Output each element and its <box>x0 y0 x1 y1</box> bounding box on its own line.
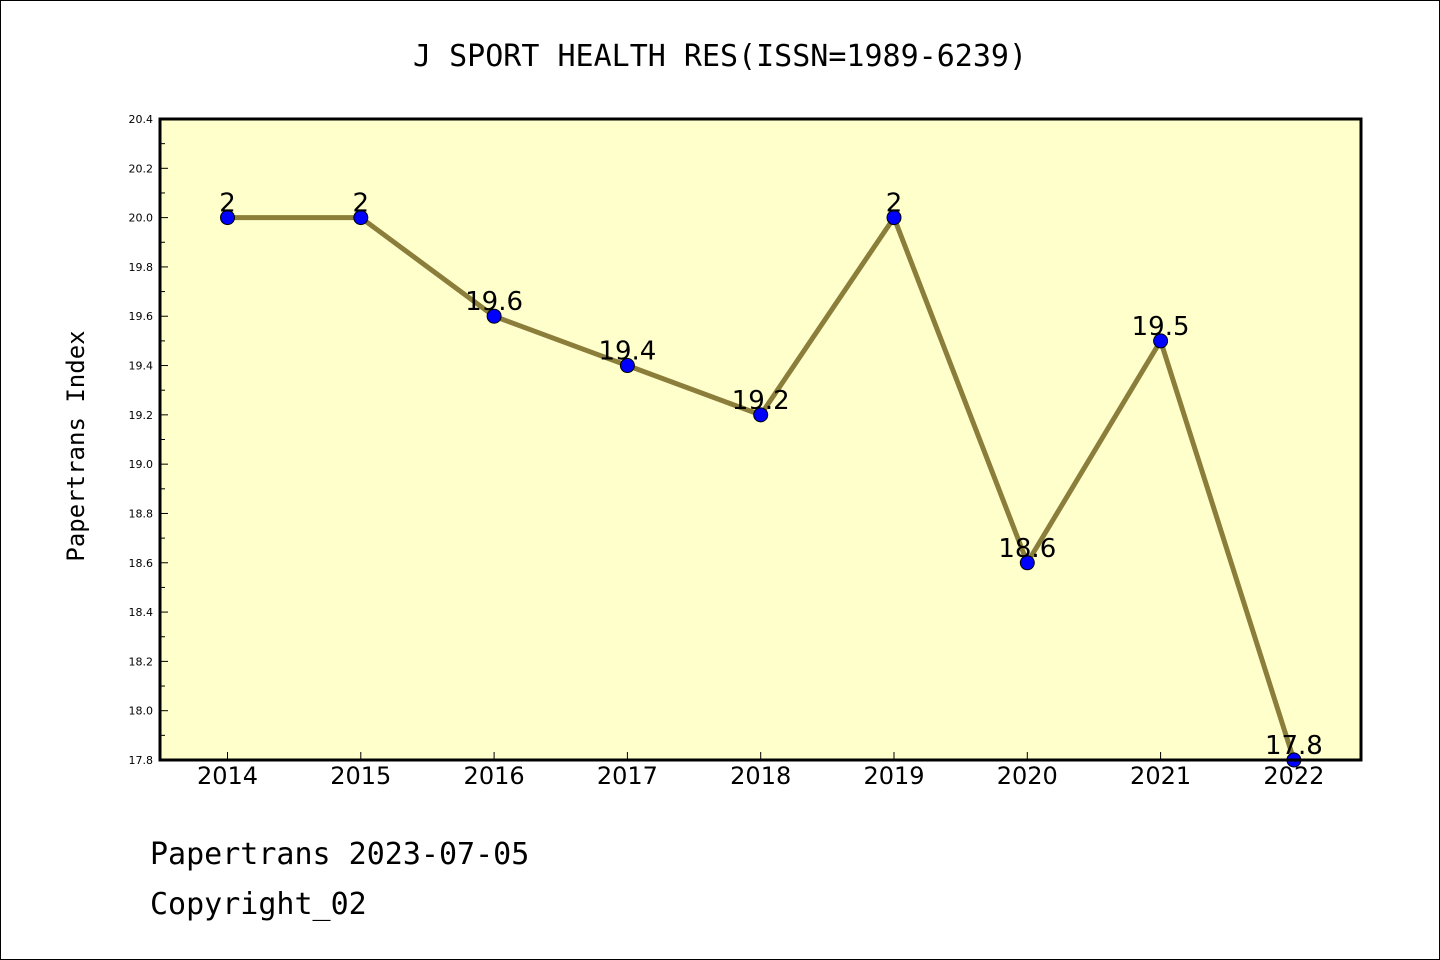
data-point <box>486 308 502 324</box>
data-label: 19.4 <box>598 337 656 367</box>
data-point <box>353 210 369 226</box>
x-tick-label: 2016 <box>464 762 525 790</box>
data-point <box>220 210 235 226</box>
y-tick-label: 20.0 <box>129 212 154 225</box>
data-labels: 2 2 19.6 19.4 19.2 2 18.6 19.5 17.8 <box>219 189 1323 761</box>
data-label: 17.8 <box>1265 731 1323 761</box>
y-tick-label: 18.4 <box>129 606 154 619</box>
y-tick-label: 20.2 <box>129 162 154 175</box>
data-point <box>753 407 769 423</box>
y-tick-label: 19.8 <box>129 261 154 274</box>
y-tick-label: 19.4 <box>129 360 154 373</box>
data-label: 2 <box>353 189 370 219</box>
y-tick-label: 20.4 <box>129 113 154 126</box>
y-tick-label: 18.6 <box>129 557 154 570</box>
y-tick-label: 19.2 <box>129 409 154 422</box>
x-tick-label: 2021 <box>1130 762 1191 790</box>
chart-title: J SPORT HEALTH RES(ISSN=1989-6239) <box>413 39 1027 74</box>
x-tick-label: 2020 <box>997 762 1058 790</box>
x-tick-label: 2015 <box>330 762 391 790</box>
y-tick-label: 19.0 <box>129 458 154 471</box>
data-point <box>886 210 902 226</box>
data-label: 19.6 <box>465 287 523 317</box>
data-label: 19.2 <box>732 386 790 416</box>
x-tick-label: 2019 <box>863 762 924 790</box>
y-tick-label: 17.8 <box>129 754 154 767</box>
plot-area <box>160 119 1361 760</box>
data-point <box>1019 555 1035 571</box>
x-tick-label: 2017 <box>597 762 658 790</box>
data-label: 18.6 <box>998 534 1056 564</box>
y-tick-label: 18.8 <box>129 507 154 520</box>
data-series <box>220 210 1302 768</box>
x-tick-label: 2018 <box>730 762 791 790</box>
y-tick-label: 18.2 <box>129 655 154 668</box>
y-axis-label: Papertrans Index <box>62 330 90 561</box>
x-tick-label: 2014 <box>197 762 258 790</box>
y-axis: 17.8 18.0 18.2 18.4 18.6 18.8 19.0 19.2 19.4 19.6… <box>129 113 168 767</box>
data-label: 2 <box>219 189 236 219</box>
y-tick-label: 18.0 <box>129 705 154 718</box>
plot-border <box>158 117 1363 762</box>
y-tick-label: 19.6 <box>129 310 154 323</box>
data-point <box>1153 333 1169 349</box>
data-label: 19.5 <box>1132 312 1190 342</box>
footer-copyright: Copyright_02 <box>150 887 367 922</box>
data-point <box>619 358 635 374</box>
footer-date: Papertrans 2023-07-05 <box>150 837 529 872</box>
data-label: 2 <box>886 189 903 219</box>
